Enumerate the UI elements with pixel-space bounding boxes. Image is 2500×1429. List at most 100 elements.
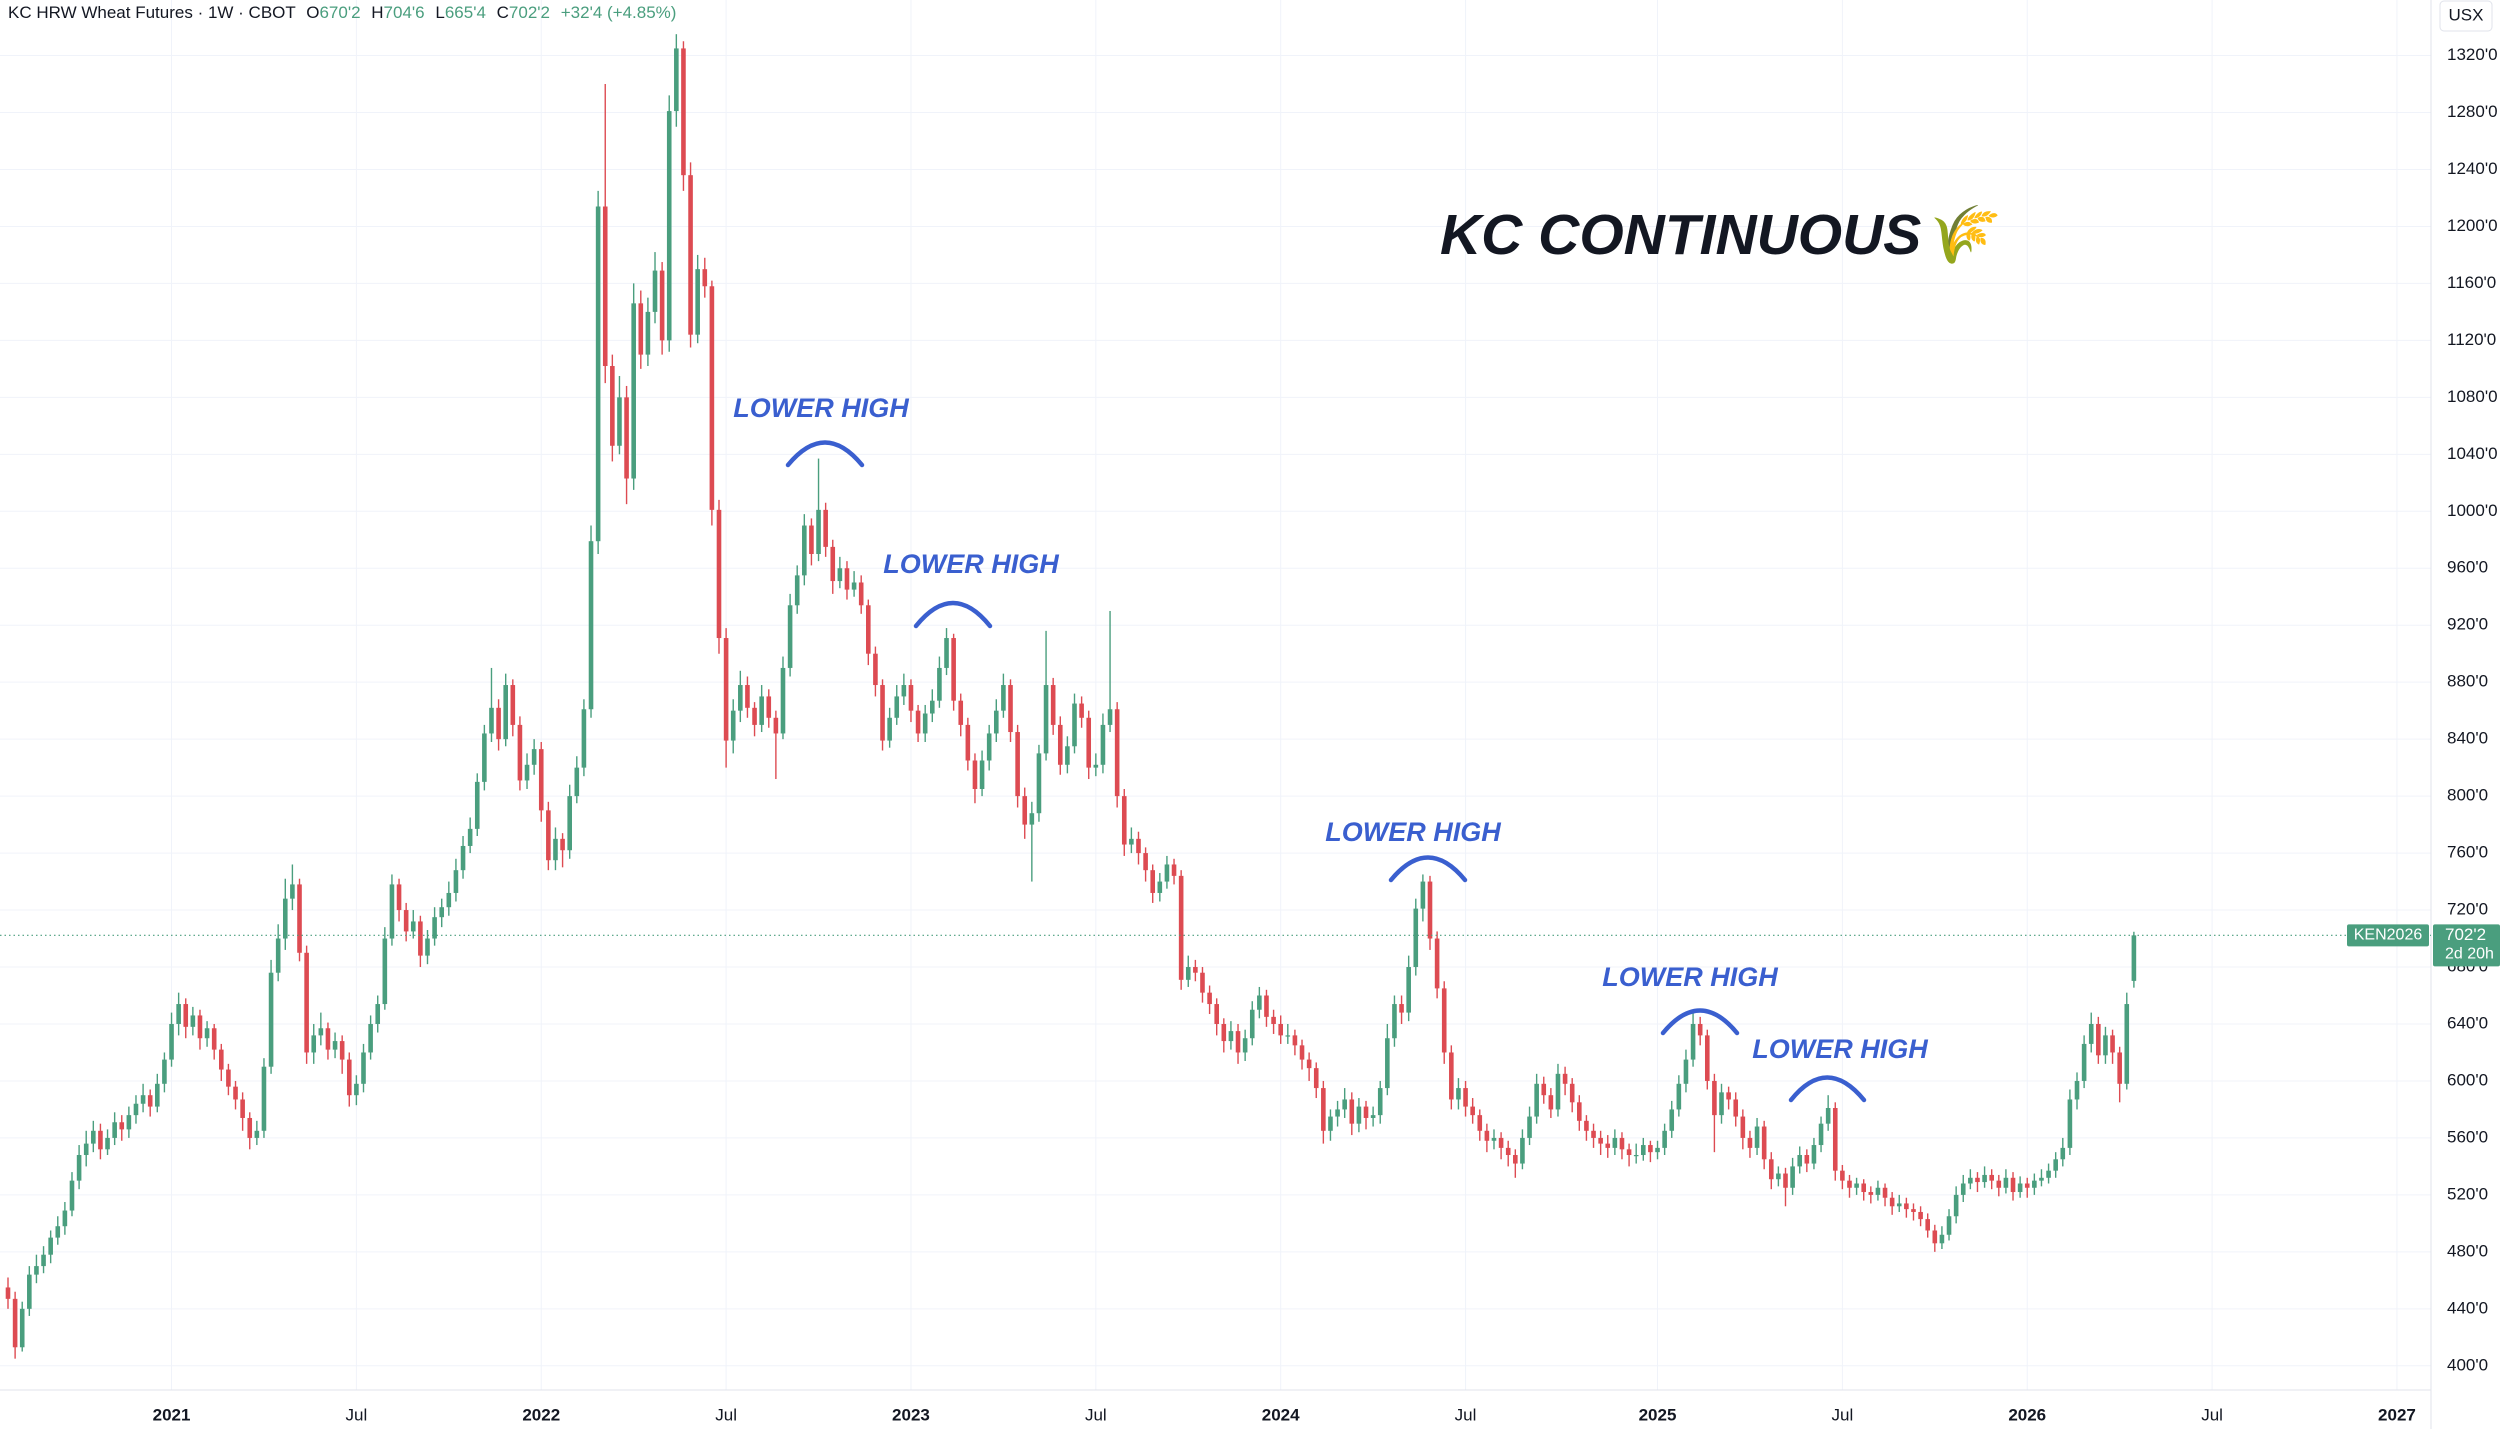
candle-body [1633, 1155, 1639, 1157]
candle-body [787, 605, 793, 668]
candle-body [517, 724, 523, 781]
candle-body [880, 685, 885, 741]
candle-body [908, 685, 914, 711]
legend-key: H [371, 3, 383, 22]
candle-body [752, 707, 757, 725]
candle-body [922, 713, 928, 734]
candle-body [1121, 796, 1127, 845]
candle-body [958, 700, 964, 725]
candle-body [1918, 1211, 1923, 1220]
annotation-arc [1388, 855, 1468, 883]
candle-body [1036, 753, 1042, 814]
candle-body [588, 541, 594, 710]
candle-body [1278, 1023, 1283, 1036]
x-tick-label: 2023 [892, 1405, 930, 1424]
candle-body [496, 707, 501, 740]
candle-body [1584, 1120, 1589, 1131]
candle-body [1413, 908, 1419, 968]
candle-body [1043, 685, 1049, 754]
candle-body [1008, 685, 1013, 733]
candle-body [1321, 1088, 1326, 1131]
y-tick-label: 800'0 [2447, 786, 2488, 805]
candle-body [2010, 1177, 2016, 1193]
legend-key: L [435, 3, 444, 22]
candle-body [780, 667, 786, 734]
candle-body [155, 1083, 160, 1107]
grid [0, 0, 2431, 1390]
candle-body [1143, 853, 1148, 871]
candle-body [1420, 881, 1426, 909]
candle-body [1747, 1137, 1753, 1148]
candle-body [197, 1015, 203, 1039]
candle-body [403, 910, 409, 932]
candle-body [524, 764, 530, 781]
candle-body [1676, 1083, 1682, 1110]
x-tick-label: 2026 [2008, 1405, 2046, 1424]
candle-body [332, 1041, 338, 1050]
candle-body [2117, 1052, 2122, 1084]
candle-body [866, 605, 871, 654]
candle-body [1292, 1035, 1298, 1046]
candle-body [1335, 1109, 1340, 1117]
candle-body [1655, 1147, 1660, 1153]
candle-body [610, 366, 615, 446]
candle-body [311, 1035, 317, 1053]
legend-value: 704'6 [384, 3, 425, 22]
candle-body [1726, 1092, 1731, 1100]
candle-body [304, 952, 309, 1053]
candle-body [2131, 935, 2137, 981]
candle-body [1242, 1038, 1248, 1053]
candle-body [1697, 1023, 1703, 1036]
x-tick-label: 2022 [522, 1405, 560, 1424]
candle-body [624, 397, 629, 479]
candle-body [1498, 1137, 1504, 1148]
candle-body [1818, 1123, 1824, 1146]
candle-body [19, 1308, 25, 1348]
candle-body [1776, 1173, 1781, 1180]
candle-body [1754, 1126, 1760, 1148]
y-tick-label: 520'0 [2447, 1184, 2488, 1203]
candle-body [1811, 1145, 1817, 1164]
candle-body [339, 1041, 345, 1060]
chart-title: KC CONTINUOUS🌾 [1440, 203, 2002, 267]
candle-body [1434, 938, 1440, 989]
candle-body [1093, 764, 1099, 768]
candle-body [1562, 1073, 1568, 1084]
candle-body [133, 1103, 139, 1116]
x-tick-label: Jul [346, 1405, 368, 1424]
candle-body [1349, 1099, 1355, 1124]
candle-body [1370, 1115, 1376, 1118]
y-tick-label: 840'0 [2447, 729, 2488, 748]
candle-body [837, 568, 843, 582]
candle-body [574, 767, 580, 797]
candle-body [567, 796, 572, 851]
candle-body [1285, 1035, 1291, 1037]
candle-body [638, 303, 644, 355]
candle-body [1662, 1130, 1667, 1148]
candle-body [1207, 992, 1212, 1005]
candle-body [901, 685, 907, 697]
candle-body [553, 838, 558, 861]
candle-body [282, 898, 288, 939]
candle-body [2003, 1177, 2009, 1188]
candle-body [1235, 1031, 1241, 1053]
candle-body [105, 1137, 110, 1150]
candle-body [1939, 1234, 1945, 1244]
candle-body [645, 311, 651, 355]
y-tick-label: 440'0 [2447, 1298, 2488, 1317]
candle-body [595, 206, 601, 542]
candle-body [1015, 732, 1020, 797]
candle-body [1740, 1116, 1746, 1138]
candle-body [873, 653, 878, 686]
currency-box[interactable] [2439, 0, 2493, 32]
candle-body [325, 1028, 331, 1050]
candle-body [1491, 1137, 1497, 1141]
candle-body [91, 1130, 96, 1144]
candle-body [2067, 1099, 2073, 1148]
candle-body [1932, 1230, 1938, 1244]
candle-body [1505, 1147, 1511, 1156]
currency[interactable]: USX [2449, 5, 2484, 24]
y-tick-label: 600'0 [2447, 1070, 2488, 1089]
candle-body [716, 509, 722, 639]
candle-body [425, 938, 430, 956]
